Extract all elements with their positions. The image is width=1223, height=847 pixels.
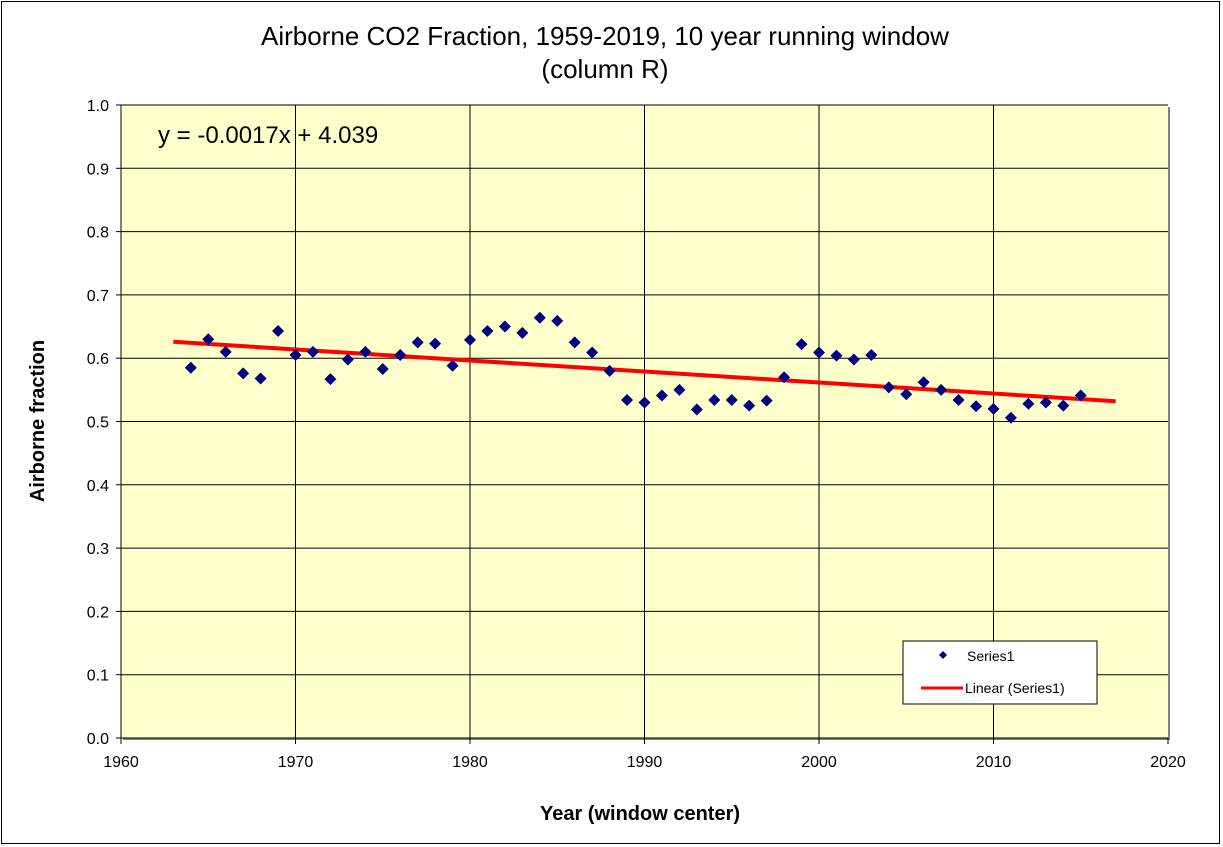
data-point [708, 393, 721, 406]
chart-title: Airborne CO2 Fraction, 1959-2019, 10 yea… [261, 21, 949, 51]
data-point [690, 403, 703, 416]
x-tick-label: 1960 [103, 754, 139, 771]
y-tick-label: 1.0 [87, 98, 109, 115]
trendline [173, 339, 1116, 404]
data-point [568, 336, 581, 349]
y-tick-label: 0.2 [87, 604, 109, 621]
data-point [970, 400, 983, 413]
data-point [987, 402, 1000, 415]
data-point [516, 326, 529, 339]
data-point [533, 311, 546, 324]
data-point [778, 371, 791, 384]
x-tick-labels: 1960 1970 1980 1990 2000 2010 2020 [103, 754, 1186, 771]
chart-subtitle: (column R) [541, 54, 668, 84]
data-point [638, 396, 651, 409]
data-point [1074, 389, 1087, 402]
legend-box [902, 640, 1098, 705]
data-point [795, 338, 808, 351]
data-point [464, 333, 476, 346]
x-tick-label: 2000 [801, 754, 837, 771]
data-point [341, 353, 354, 366]
data-point [411, 336, 424, 349]
axes [116, 104, 1169, 744]
data-point [952, 393, 965, 406]
data-point [935, 383, 948, 396]
data-point [272, 324, 285, 337]
data-point [586, 346, 599, 359]
data-point [1022, 397, 1035, 410]
data-point [429, 337, 442, 350]
data-point [673, 383, 686, 396]
data-point [847, 353, 860, 366]
y-tick-label: 0.5 [87, 415, 109, 432]
data-point [1039, 396, 1052, 409]
trendline-equation: y = -0.0017x + 4.039 [158, 122, 378, 149]
data-point [376, 362, 389, 375]
data-point [1004, 411, 1017, 424]
legend-label-series1: Series1 [967, 648, 1015, 664]
data-point [830, 349, 843, 362]
x-axis-title: Year (window center) [540, 803, 740, 825]
x-tick-label: 1990 [627, 754, 663, 771]
data-point [359, 345, 372, 358]
data-point [446, 359, 459, 372]
data-point [760, 394, 773, 407]
data-point [289, 349, 302, 362]
data-point [184, 361, 197, 374]
data-point [324, 373, 337, 386]
data-point [481, 324, 494, 337]
legend: Series1 Linear (Series1) [902, 640, 1098, 705]
data-point [725, 393, 738, 406]
data-point [394, 349, 407, 362]
data-point [917, 376, 930, 389]
x-tick-label: 1970 [278, 754, 314, 771]
y-axis-title: Airborne fraction [27, 340, 49, 502]
data-point [882, 381, 895, 394]
y-tick-label: 0.6 [87, 351, 109, 368]
y-tick-label: 0.1 [87, 668, 109, 685]
data-points [184, 311, 1087, 424]
legend-diamond-marker-icon [939, 651, 947, 659]
data-point [655, 389, 668, 402]
y-tick-label: 0.7 [87, 288, 109, 305]
data-point [743, 399, 756, 412]
data-point [202, 333, 215, 346]
y-tick-label: 0.0 [87, 731, 109, 748]
y-tick-label: 0.9 [87, 161, 109, 178]
y-tick-label: 0.3 [87, 541, 109, 558]
data-point [900, 388, 913, 401]
data-point [813, 346, 825, 359]
data-point [603, 364, 616, 377]
data-point [254, 372, 267, 385]
legend-label-linear: Linear (Series1) [965, 680, 1065, 696]
data-point [498, 320, 511, 333]
data-point [621, 393, 634, 406]
data-point [219, 345, 232, 358]
y-tick-label: 0.4 [87, 478, 109, 495]
data-point [865, 349, 878, 362]
y-tick-label: 0.8 [87, 225, 109, 242]
data-point [306, 345, 319, 358]
data-point [551, 314, 564, 327]
data-point [237, 367, 250, 380]
y-tick-labels: 0.0 0.1 0.2 0.3 0.4 0.5 0.6 0.7 0.8 0.9 1.0 [87, 98, 109, 748]
data-point [1057, 399, 1070, 412]
x-tick-label: 1980 [452, 754, 488, 771]
x-tick-label: 2010 [976, 754, 1012, 771]
x-tick-label: 2020 [1150, 754, 1186, 771]
